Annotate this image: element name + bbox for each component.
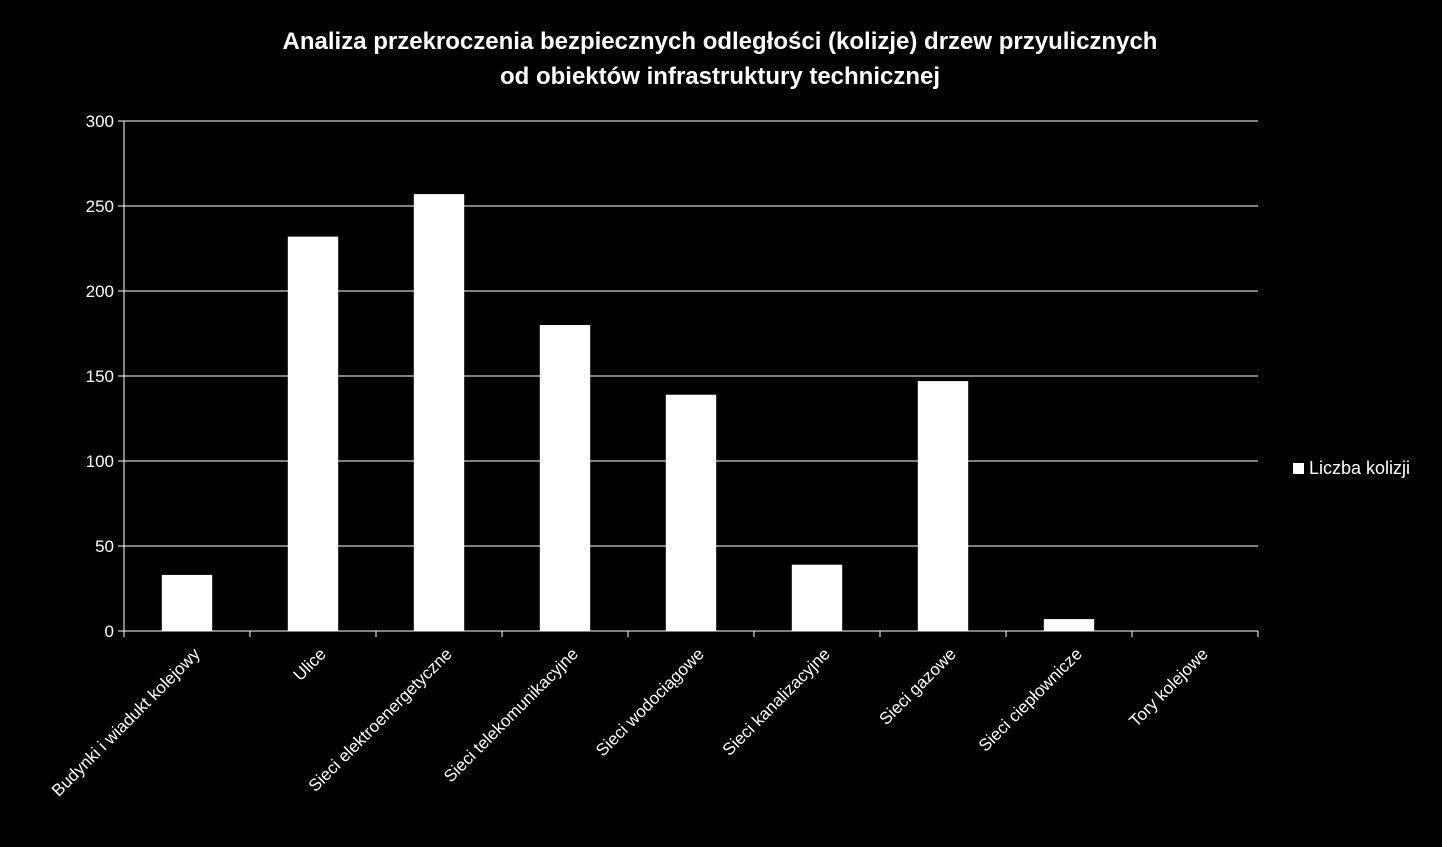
chart-title-line1: Analiza przekroczenia bezpiecznych odleg… [282, 28, 1158, 55]
legend-label: Liczba kolizji [1309, 458, 1411, 478]
y-tick-label: 0 [105, 622, 114, 641]
y-tick-label: 50 [95, 537, 114, 556]
bar [791, 564, 843, 631]
x-tick-label: Sieci telekomunikacyjne [440, 644, 582, 786]
y-tick-label: 100 [86, 452, 114, 471]
legend-swatch [1293, 463, 1304, 474]
y-tick-label: 150 [86, 367, 114, 386]
chart-title-line2: od obiektów infrastruktury technicznej [499, 63, 941, 90]
x-tick-label: Tory kolejowe [1126, 644, 1212, 730]
legend: Liczba kolizji [1293, 458, 1410, 479]
x-tick-label: Ulice [290, 644, 330, 684]
bar [917, 381, 969, 631]
y-tick-label: 300 [86, 112, 114, 131]
bar [539, 325, 591, 631]
x-tick-label: Sieci elektroenergetyczne [305, 644, 456, 795]
bar [161, 574, 213, 631]
x-tick-label: Sieci gazowe [876, 644, 960, 728]
x-tick-label: Sieci kanalizacyjne [719, 644, 834, 759]
y-tick-labels: 0 50 100 150 200 250 300 [86, 112, 114, 641]
x-tick-label: Budynki i wiadukt kolejowy [48, 644, 204, 800]
bar [287, 236, 339, 631]
y-tick-label: 250 [86, 197, 114, 216]
axes [118, 120, 1259, 637]
bars [161, 194, 1095, 631]
bar [1043, 619, 1095, 631]
y-tick-label: 200 [86, 282, 114, 301]
x-tick-label: Sieci ciepłownicze [975, 644, 1086, 755]
bar [665, 394, 717, 631]
bar [413, 194, 465, 631]
x-tick-label: Sieci wodociągowe [592, 644, 708, 760]
